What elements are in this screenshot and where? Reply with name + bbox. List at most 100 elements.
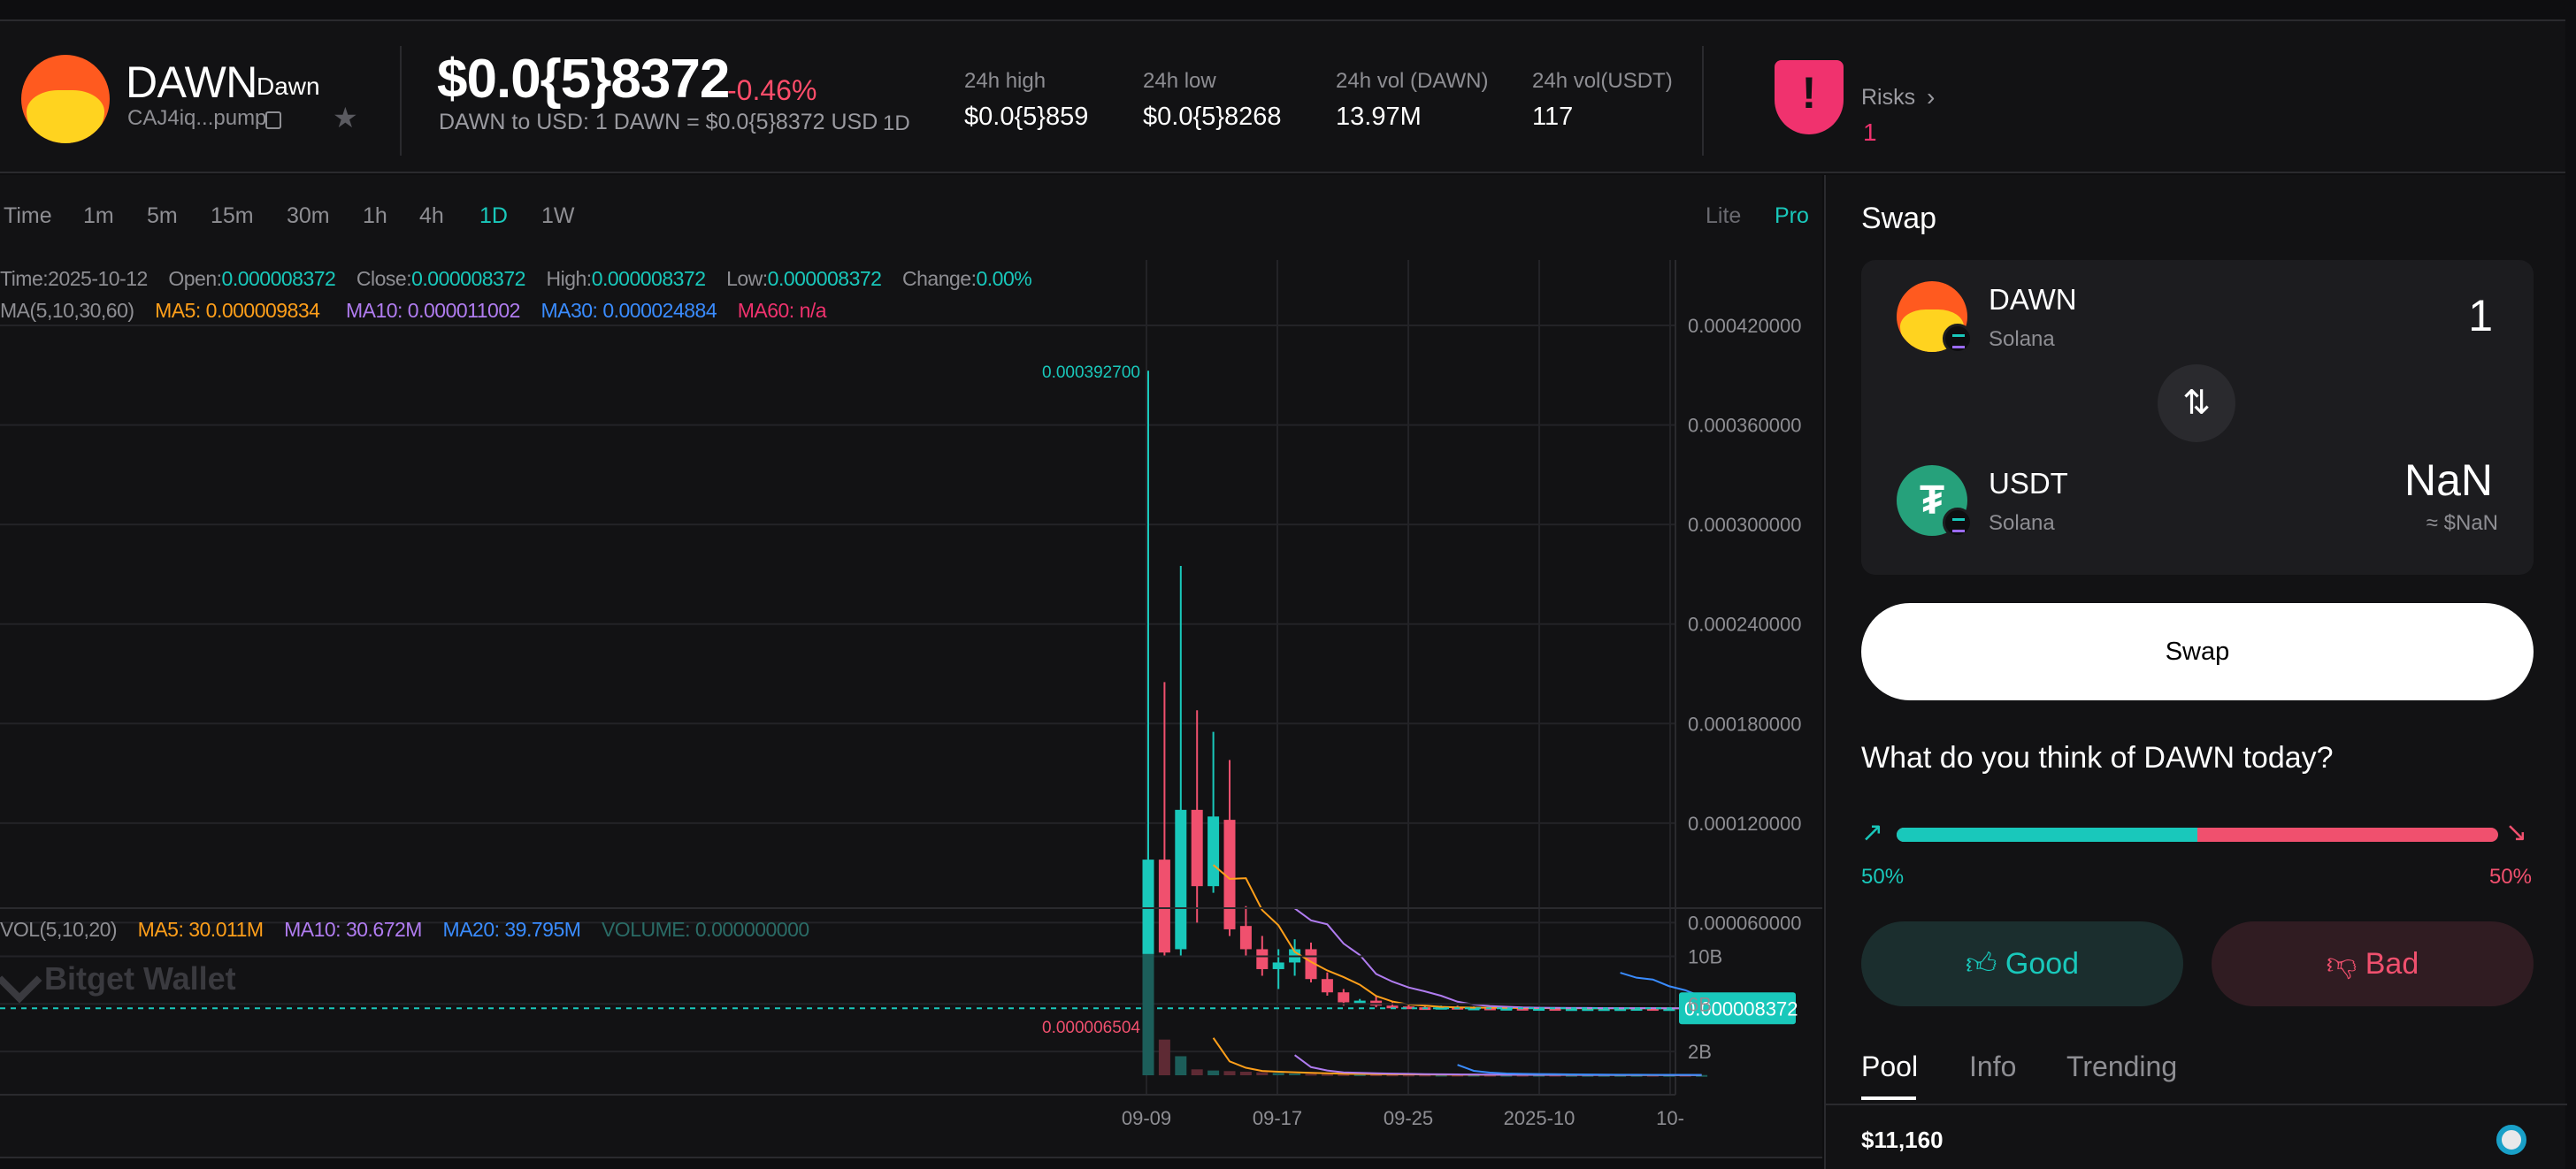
price-tick-label: 0.000420000 [1688,315,1801,337]
active-tab-underline [1861,1096,1916,1100]
stat-label: 24h low [1143,69,1216,93]
tf-1d[interactable]: 1D [479,203,508,228]
vol-ma5: MA5: 30.011M [137,918,264,941]
vote-bad-button[interactable]: 👎︎ Bad [2212,921,2534,1006]
tf-1m[interactable]: 1m [83,203,114,228]
volume-bar [1468,1074,1480,1077]
ohlc-high-label: High: [546,267,592,290]
candle-body [1239,926,1252,950]
candle-body [1256,949,1269,969]
mode-lite[interactable]: Lite [1706,203,1742,228]
candle-body [1158,860,1170,953]
candle-body [1208,816,1220,887]
stat-label: 24h vol (DAWN) [1336,69,1489,93]
vol-legend: VOL(5,10,20) MA5: 30.011M MA10: 30.672M … [0,918,809,942]
ma-label: MA(5,10,30,60) [0,299,134,322]
volume-bar [1549,1074,1561,1077]
volume-bar [1370,1074,1383,1077]
risks-label[interactable]: Risks [1861,85,1916,110]
candle-body [1468,1007,1480,1011]
ohlc-readout: Time:2025-10-12 Open:0.000008372 Close:0… [0,267,1032,291]
to-usd-value: ≈ $NaN [2426,511,2498,535]
vol-ma20-line [1457,1064,1702,1076]
tf-4h[interactable]: 4h [419,203,444,228]
from-symbol[interactable]: DAWN [1989,283,2077,316]
stat-label: 24h high [964,69,1046,93]
from-amount-input[interactable]: 1 [2468,291,2493,340]
candle-body [1630,1008,1643,1012]
swap-direction-button[interactable]: ⇅ [2158,364,2235,442]
bitget-logo-icon [0,959,42,1004]
price-change: -0.46% [727,74,817,106]
volume-bar [1533,1074,1545,1077]
stat-24h-vol-dawn: 24h vol (DAWN) 13.97M [1336,69,1488,132]
volume-bar [1696,1074,1708,1077]
volume-bar [1386,1074,1399,1077]
ma10-line [1294,907,1702,1010]
candle-body [1549,1008,1561,1012]
solana-icon [1943,508,1973,538]
from-chain: Solana [1989,327,2055,351]
candle-body [1191,809,1203,887]
min-price-label: 0.000006504 [1042,1019,1140,1037]
price-tick-label: 0.000300000 [1688,514,1801,536]
vol-ma20: MA20: 39.795M [442,918,581,941]
volume-bar [1565,1074,1577,1077]
to-symbol[interactable]: USDT [1989,467,2068,500]
tf-1w[interactable]: 1W [541,203,575,228]
time-tick-label: 09-09 [1122,1107,1171,1129]
tab-info[interactable]: Info [1969,1051,2017,1082]
candle-body [1565,1008,1577,1012]
swap-title: Swap [1861,202,1937,235]
ohlc-time: 2025-10-12 [48,267,148,290]
candlestick-chart[interactable]: 0.000420000 0.000360000 0.000300000 0.00024… [0,175,1822,1157]
star-icon[interactable]: ★ [333,102,358,134]
copy-icon[interactable] [265,111,281,129]
risk-shield-icon[interactable] [1775,60,1844,134]
volume-bar [1338,1073,1350,1076]
price-conversion: DAWN to USD: 1 DAWN = $0.0{5}8372 USD [439,110,878,134]
stat-value: $0.0{5}8268 [1143,103,1282,131]
candle-body [1500,1007,1513,1011]
price-tick-label: 0.000180000 [1688,713,1801,735]
swap-arrows-icon: ⇅ [2182,385,2211,422]
ohlc-change: 0.00% [976,267,1032,290]
tf-1h[interactable]: 1h [363,203,387,228]
volume-tick-label: 10B [1688,945,1722,967]
chevron-right-icon[interactable]: › [1927,83,1936,111]
token-address: CAJ4iq...pump [127,106,267,130]
ohlc-high: 0.000008372 [591,267,706,290]
ma30-line [1620,972,1702,998]
stat-24h-vol-usdt: 24h vol(USDT) 117 [1532,69,1673,132]
trend-down-icon: ↘ [2505,818,2528,847]
pool-dex-icon[interactable] [2496,1125,2526,1155]
ma-legend: MA(5,10,30,60) MA5: 0.000009834 MA10: 0.… [0,299,827,323]
swap-box: DAWN Solana 1 ⇅ USDT Solana NaN ≈ $NaN [1861,260,2534,575]
volume-bar [1582,1074,1594,1077]
watermark-text: Bitget Wallet [44,960,236,997]
mode-pro[interactable]: Pro [1775,203,1809,228]
ma60-value: MA60: n/a [737,299,827,322]
tf-30m[interactable]: 30m [287,203,330,228]
tf-15m[interactable]: 15m [211,203,254,228]
ohlc-low: 0.000008372 [767,267,882,290]
tf-5m[interactable]: 5m [147,203,178,228]
volume-bar [1614,1074,1627,1077]
vote-good-button[interactable]: 👍︎ Good [1861,921,2183,1006]
candle-body [1582,1008,1594,1012]
stat-value: 117 [1532,103,1574,131]
candle-body [1663,1008,1675,1012]
tab-trending[interactable]: Trending [2066,1051,2178,1082]
vol-ma10: MA10: 30.672M [284,918,422,941]
candle-body [1272,962,1284,969]
token-header: DAWN Dawn CAJ4iq...pump ★ $0.0{5}8372 -0… [0,21,2565,173]
time-tick-label: 10- [1656,1107,1684,1129]
tf-time[interactable]: Time [4,203,52,228]
swap-button[interactable]: Swap [1861,603,2534,700]
stat-label: 24h vol(USDT) [1532,69,1673,93]
volume-panel-divider [0,907,1822,909]
tab-pool[interactable]: Pool [1861,1051,1919,1082]
price-tick-label: 0.000120000 [1688,813,1801,835]
volume-bar [1142,953,1154,1075]
pool-value: $11,160 [1861,1127,1944,1153]
